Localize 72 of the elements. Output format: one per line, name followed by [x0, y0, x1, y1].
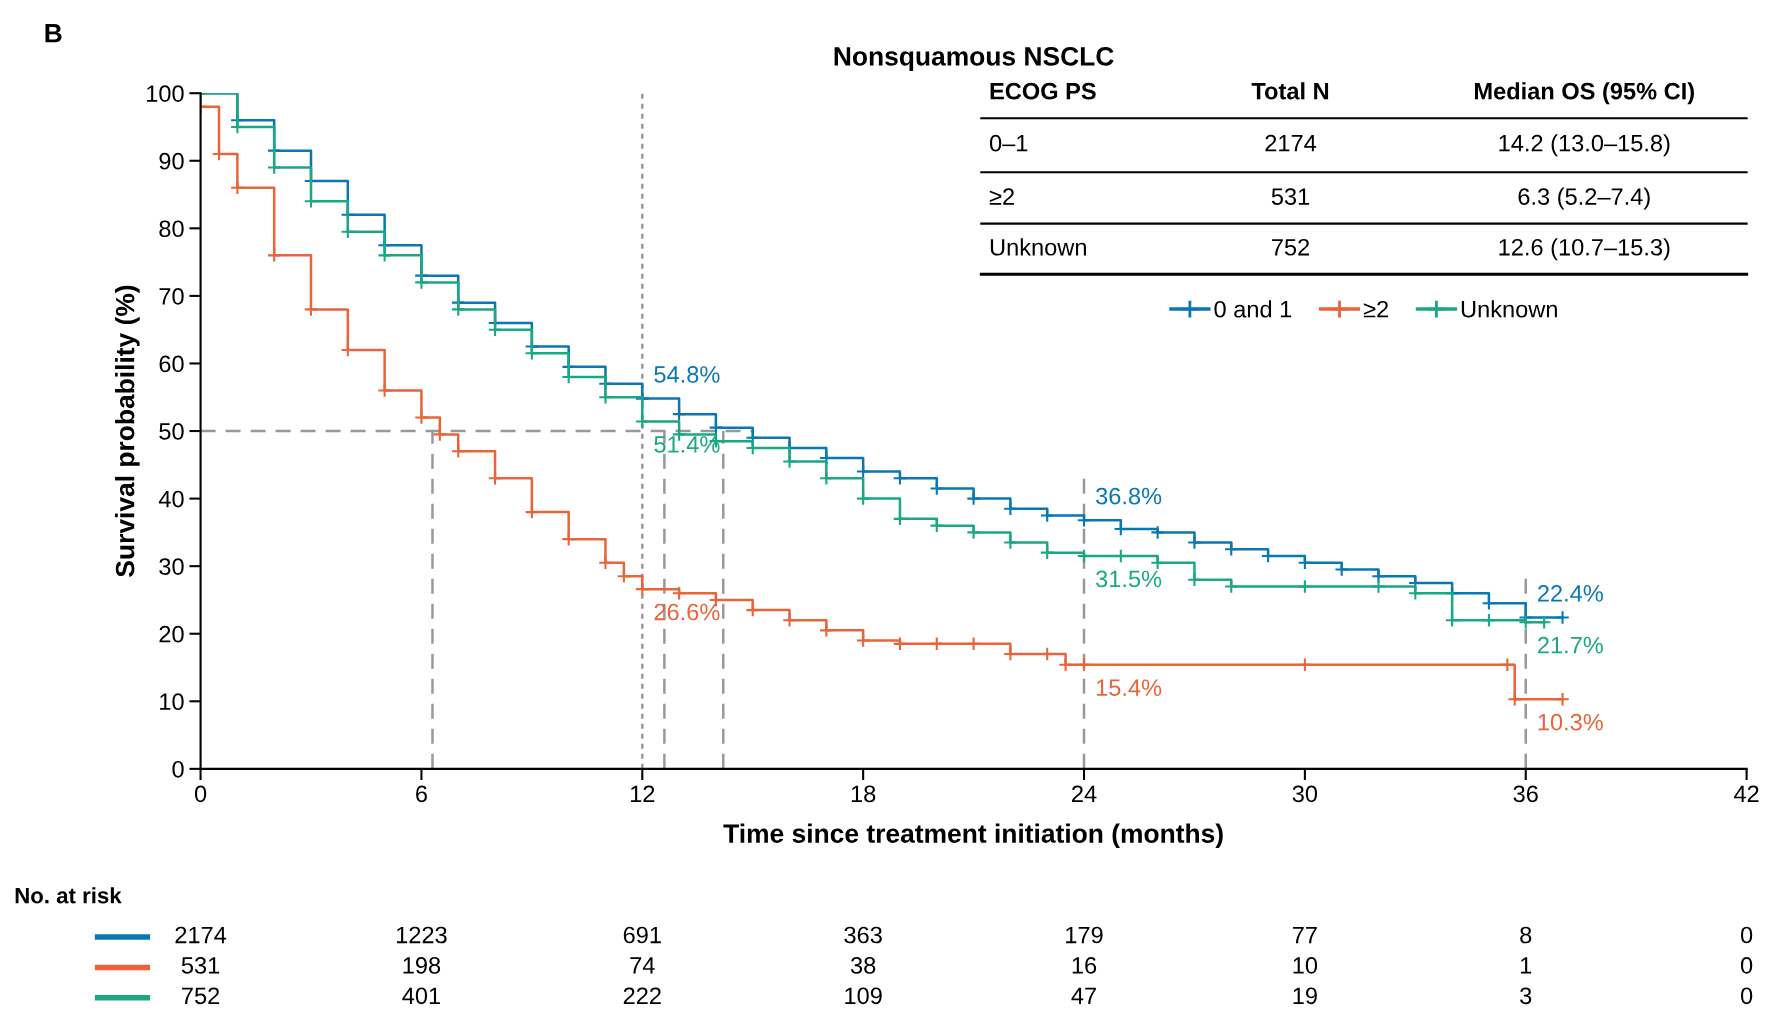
annotation: Median OS (95% CI)	[1474, 82, 1694, 105]
text: 401	[402, 987, 440, 1005]
annotation: 51.4%	[654, 436, 720, 453]
text: 0	[1740, 987, 1753, 1005]
annotation: 26.6%	[654, 603, 720, 621]
annotation: 10.3%	[1538, 713, 1603, 731]
x-axis-title: Time since treatment initiation (months)	[723, 823, 1223, 849]
chart-title: Nonsquamous NSCLC	[834, 46, 1114, 71]
y-tick-label: 0	[172, 760, 184, 778]
text: 0	[1740, 957, 1753, 974]
text: 109	[845, 987, 882, 1005]
text: 1	[1520, 957, 1532, 974]
x-tick-label: 0	[194, 785, 207, 803]
x-tick-label: 12	[630, 785, 655, 802]
y-tick-label: 70	[159, 287, 184, 305]
annotation: Unknown	[990, 238, 1086, 256]
y-tick-label: 20	[159, 625, 184, 643]
text: B	[45, 24, 62, 43]
text: 691	[623, 926, 661, 944]
y-axis-title: Survival probability (%)	[115, 285, 140, 577]
y-tick-label: 40	[158, 490, 184, 508]
text: 2174	[175, 926, 227, 944]
annotation: 31.5%	[1096, 570, 1162, 588]
text: 179	[1066, 926, 1103, 944]
x-tick-label: 30	[1292, 785, 1318, 803]
text: 77	[1292, 926, 1317, 944]
annotation: 21.7%	[1538, 636, 1603, 654]
y-tick-label: 100	[147, 85, 184, 102]
annotation: ECOG PS	[990, 82, 1096, 100]
annotation: 54.8%	[654, 366, 720, 383]
text: 222	[623, 987, 661, 1004]
text: 1223	[396, 926, 447, 944]
x-tick-label: 18	[851, 785, 876, 803]
annotation: 2174	[1265, 134, 1317, 152]
annotation: 22.4%	[1538, 585, 1603, 602]
annotation: 6.3 (5.2–7.4)	[1518, 187, 1650, 210]
y-tick-label: 50	[159, 423, 184, 440]
legend-label: 0 and 1	[1214, 300, 1292, 318]
y-tick-label: 90	[159, 152, 184, 170]
annotation: 752	[1272, 238, 1310, 256]
text: 531	[181, 957, 220, 974]
text: No. at risk	[15, 887, 122, 904]
x-tick-label: 6	[416, 785, 427, 803]
text: 16	[1072, 957, 1097, 974]
annotation: 15.4%	[1096, 679, 1162, 697]
legend-label: ≥2	[1363, 300, 1389, 318]
text: 8	[1520, 926, 1532, 944]
x-tick-label: 24	[1072, 785, 1097, 802]
y-tick-label: 80	[159, 220, 184, 238]
annotation: 531	[1271, 188, 1310, 205]
text: 47	[1071, 987, 1096, 1004]
y-tick-label: 10	[160, 693, 184, 711]
text: 198	[403, 957, 441, 974]
text: 3	[1520, 987, 1532, 1005]
text: 38	[850, 957, 876, 974]
y-tick-label: 60	[159, 355, 184, 373]
y-tick-label: 30	[159, 558, 184, 575]
annotation: ≥2	[989, 188, 1014, 205]
x-tick-label: 36	[1513, 785, 1538, 803]
text: 752	[182, 987, 220, 1005]
annotation: 36.8%	[1096, 487, 1162, 505]
annotation: 0–1	[989, 134, 1028, 152]
x-tick-label: 42	[1734, 785, 1759, 802]
annotation: Total N	[1251, 82, 1329, 100]
annotation: 14.2 (13.0–15.8)	[1499, 134, 1670, 157]
text: 10	[1293, 957, 1318, 974]
legend-label: Unknown	[1461, 300, 1557, 318]
text: 74	[630, 957, 655, 974]
text: 363	[844, 926, 882, 944]
text: 19	[1293, 987, 1317, 1005]
text: 0	[1740, 926, 1753, 944]
annotation: 12.6 (10.7–15.3)	[1499, 238, 1670, 261]
